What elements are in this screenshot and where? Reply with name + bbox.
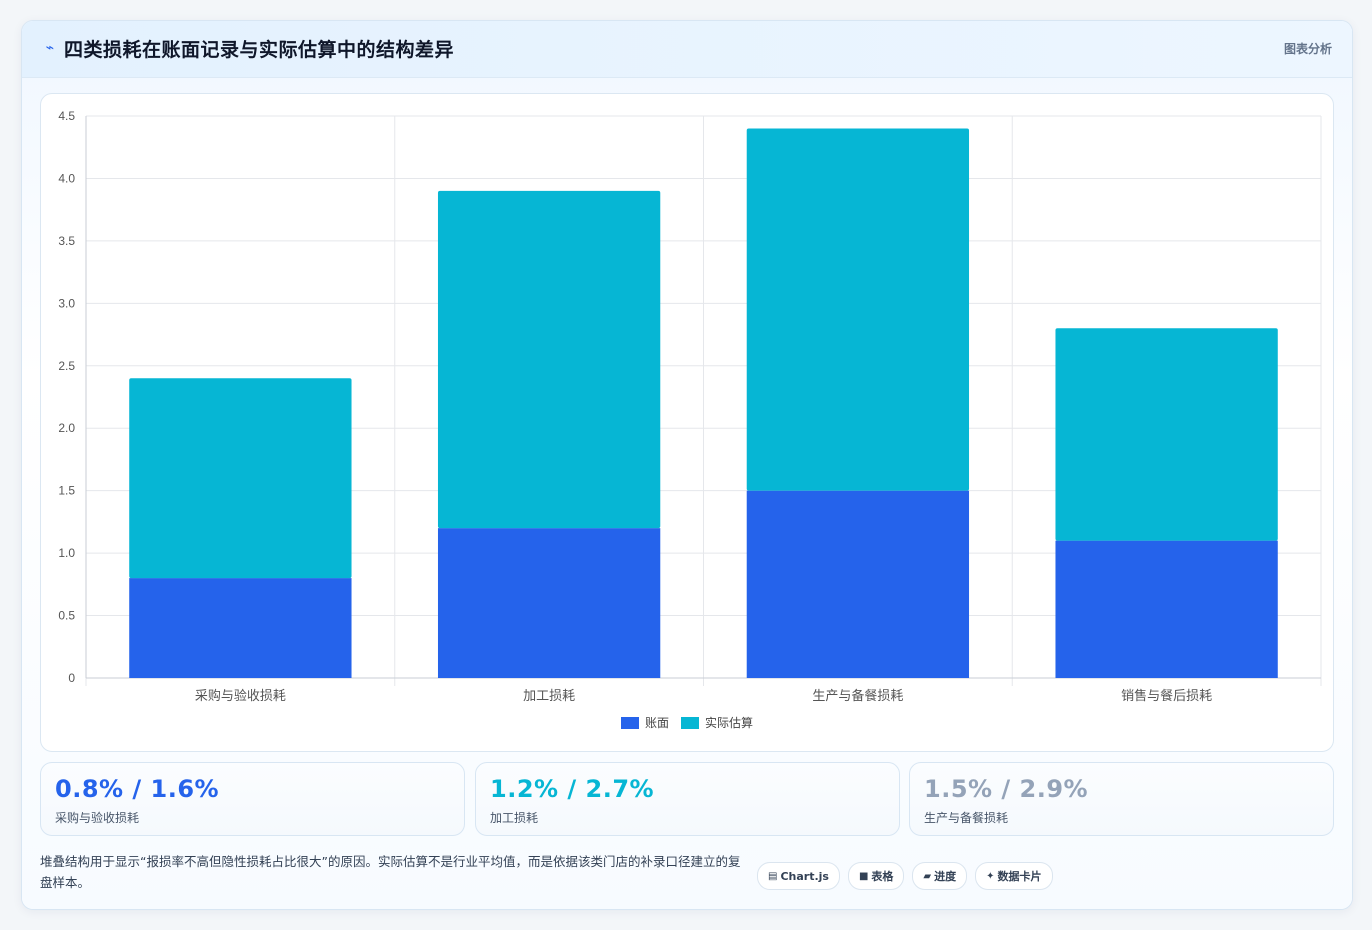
sparkle-icon: ✦	[986, 870, 995, 882]
bar-actual	[746, 128, 970, 491]
stat-label: 生产与备餐损耗	[924, 811, 1009, 825]
y-tick-label: 0.5	[58, 609, 75, 623]
bar-chart: 0 0.5 1.0 1.5 2.0 2.5 3.0 3.5 4.0 4.5 采购与验收损耗 加工损耗 生…	[58, 109, 1322, 704]
chip-label: 数据卡片	[997, 870, 1042, 883]
trend-icon: ⌁	[45, 40, 55, 56]
bar-book	[129, 578, 352, 678]
chip-table[interactable]: ■ 表格	[847, 862, 905, 890]
chip-label: Chart.js	[780, 869, 829, 883]
bar-book	[746, 490, 970, 678]
y-tick-label: 3.0	[58, 296, 75, 310]
stat-value: 1.2% / 2.7%	[490, 775, 655, 803]
chart-card: ⌁ 四类损耗在账面记录与实际估算中的结构差异 图表分析 0 0.5 1.0 1.5 2.…	[21, 20, 1353, 910]
stat-card-procurement: 0.8% / 1.6% 采购与验收损耗	[40, 762, 465, 836]
legend-label: 账面	[644, 716, 669, 730]
chip-progress[interactable]: ▰ 进度	[912, 862, 968, 890]
chart-panel: 0 0.5 1.0 1.5 2.0 2.5 3.0 3.5 4.0 4.5 采购与验收损耗 加工损耗 生…	[40, 93, 1334, 752]
page-title: 四类损耗在账面记录与实际估算中的结构差异	[64, 39, 455, 61]
y-tick-label: 2.0	[58, 421, 75, 435]
chip-label: 进度	[934, 870, 957, 883]
chip-data-card[interactable]: ✦ 数据卡片	[975, 862, 1053, 890]
bar-actual	[1055, 328, 1278, 541]
card-header: ⌁ 四类损耗在账面记录与实际估算中的结构差异 图表分析	[22, 21, 1352, 78]
chart-icon: ▤	[768, 870, 778, 882]
legend-swatch	[681, 716, 699, 729]
stat-card-processing: 1.2% / 2.7% 加工损耗	[475, 762, 900, 836]
y-tick-label: 4.0	[58, 171, 75, 185]
stat-label: 加工损耗	[490, 811, 539, 825]
legend-swatch	[620, 716, 639, 729]
legend-label: 实际估算	[705, 716, 754, 730]
legend-item[interactable]: 账面	[620, 714, 669, 731]
legend-item[interactable]: 实际估算	[681, 714, 753, 731]
bar-book	[1055, 540, 1278, 678]
stat-card-production: 1.5% / 2.9% 生产与备餐损耗	[909, 762, 1334, 836]
y-tick-label: 1.5	[58, 484, 75, 498]
x-tick-label: 生产与备餐损耗	[812, 688, 903, 704]
bar-book	[437, 528, 661, 678]
header-tag: 图表分析	[1283, 42, 1332, 56]
tool-chips: ▤ Chart.js ■ 表格 ▰ 进度 ✦ 数据卡片	[757, 862, 1053, 890]
y-tick-label: 3.5	[58, 234, 75, 248]
stat-label: 采购与验收损耗	[55, 811, 140, 825]
stat-value: 1.5% / 2.9%	[924, 775, 1089, 803]
x-tick-label: 加工损耗	[523, 689, 575, 704]
table-icon: ■	[858, 870, 869, 882]
chart-note: 堆叠结构用于显示“报损率不高但隐性损耗占比很大”的原因。实际估算不是行业平均值，…	[40, 854, 741, 890]
progress-icon: ▰	[923, 870, 932, 882]
x-tick-label: 销售与餐后损耗	[1121, 688, 1212, 704]
y-tick-label: 4.5	[58, 109, 75, 123]
y-tick-label: 0	[68, 671, 75, 685]
y-tick-label: 1.0	[58, 546, 75, 560]
bar-actual	[437, 190, 661, 529]
chip-label: 表格	[871, 870, 894, 883]
y-tick-label: 2.5	[58, 359, 75, 373]
chart-legend: 账面 实际估算	[41, 714, 1333, 732]
bar-actual	[129, 378, 352, 579]
chip-chartjs[interactable]: ▤ Chart.js	[757, 862, 840, 890]
x-tick-label: 采购与验收损耗	[195, 688, 286, 704]
stat-value: 0.8% / 1.6%	[55, 775, 220, 803]
